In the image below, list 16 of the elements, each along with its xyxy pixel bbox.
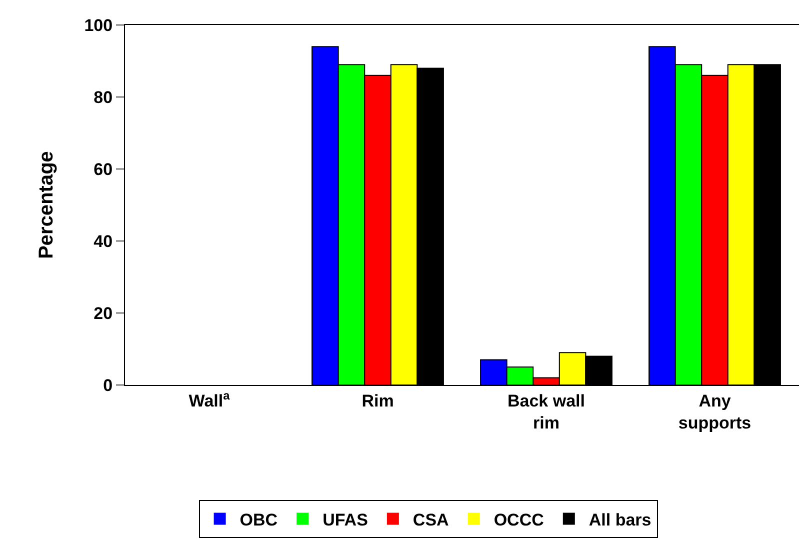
x-tick-label: Rim — [362, 391, 394, 410]
x-tick-label: Back wall rim — [508, 391, 585, 432]
y-tick-label: 60 — [94, 160, 113, 179]
x-tick-label: Wall$^{a}$ — [188, 388, 230, 410]
legend-label: UFAS — [322, 510, 368, 530]
legend-label: OCCC — [494, 510, 544, 530]
y-tick-label: 40 — [94, 232, 113, 251]
legend-label: OBC — [240, 510, 278, 530]
legend-label: All bars — [588, 510, 652, 530]
y-tick-label: 80 — [94, 88, 113, 107]
y-axis-title: Percentage — [36, 151, 58, 259]
x-tick-label: Any supports — [678, 391, 752, 432]
y-tick-label: 20 — [94, 304, 113, 323]
y-tick-label: 0 — [103, 376, 113, 395]
y-tick-label: 100 — [84, 16, 113, 35]
legend-label: CSA — [412, 510, 449, 530]
